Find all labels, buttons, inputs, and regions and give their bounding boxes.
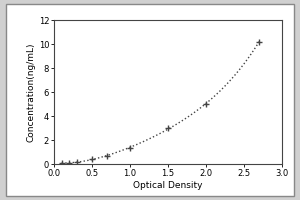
Y-axis label: Concentration(ng/mL): Concentration(ng/mL) bbox=[27, 42, 36, 142]
X-axis label: Optical Density: Optical Density bbox=[133, 181, 203, 190]
